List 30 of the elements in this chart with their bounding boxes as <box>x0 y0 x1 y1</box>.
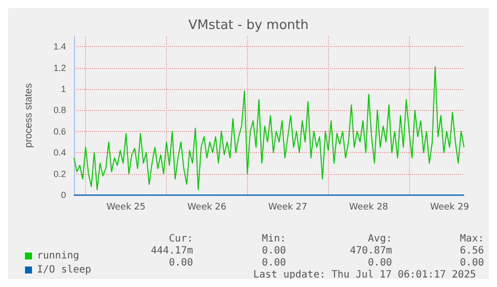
text: 0.00 <box>168 258 193 268</box>
y-tick-label: 0.6 <box>53 126 66 136</box>
text: 0.00 <box>460 258 484 268</box>
text: 470.87m <box>350 246 392 256</box>
y-tick-label: 0 <box>60 190 66 200</box>
text: 6.56 <box>460 246 484 256</box>
y-tick-label: 1.4 <box>53 42 66 52</box>
line-series <box>74 66 464 190</box>
legend-label: running <box>37 250 80 262</box>
text: 444.17m <box>150 246 193 256</box>
x-tick-label: Week 25 <box>106 202 146 212</box>
x-tick-label: Week 28 <box>349 202 388 212</box>
text: Max: <box>460 234 484 244</box>
y-tick-label: 0.2 <box>53 168 66 179</box>
chart-title: VMstat - by month <box>188 18 309 33</box>
text: 0.00 <box>262 246 286 256</box>
text: Avg: <box>368 234 392 244</box>
y-tick-label: 1.2 <box>53 62 66 73</box>
x-tick-label: Week 27 <box>268 202 308 212</box>
text: 0.00 <box>368 258 392 268</box>
text: Min: <box>262 234 286 244</box>
x-tick-label: Week 26 <box>187 202 227 212</box>
y-axis-title: process states <box>24 83 34 148</box>
text: 0.00 <box>262 258 286 268</box>
text: Cur: <box>168 234 193 244</box>
y-tick-label: 0.4 <box>53 148 66 158</box>
legend-label: I/O sleep <box>37 264 92 276</box>
x-tick-label: Week 29 <box>430 202 470 212</box>
y-tick-label: 1 <box>60 84 66 94</box>
y-tick-label: 0.8 <box>53 105 66 116</box>
